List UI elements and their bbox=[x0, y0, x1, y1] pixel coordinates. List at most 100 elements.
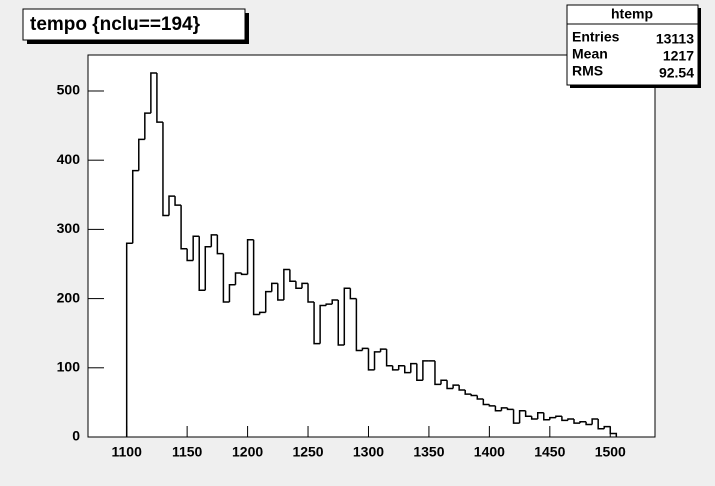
stats-label: Mean bbox=[572, 46, 608, 62]
histogram-bin bbox=[283, 268, 290, 300]
histogram-bin bbox=[440, 379, 448, 385]
histogram-bin bbox=[198, 236, 206, 292]
histogram-bin bbox=[150, 72, 157, 114]
histogram-bin bbox=[603, 425, 611, 429]
chart-title: tempo {nclu==194} bbox=[30, 14, 201, 35]
histogram-bin bbox=[500, 407, 508, 411]
x-tick-label: 1450 bbox=[534, 444, 565, 460]
y-tick-label: 200 bbox=[57, 289, 81, 305]
histogram-bin bbox=[307, 283, 315, 303]
histogram-bin bbox=[319, 304, 327, 344]
histogram-bin bbox=[561, 416, 568, 422]
histogram-bin bbox=[180, 205, 188, 250]
histogram-bin bbox=[240, 272, 248, 276]
histogram-bin bbox=[597, 419, 605, 430]
histogram-bin bbox=[397, 364, 405, 370]
histogram-bin bbox=[416, 363, 423, 382]
histogram-bin bbox=[125, 242, 133, 437]
histogram-bin bbox=[585, 421, 593, 426]
histogram-bin bbox=[144, 112, 151, 140]
stats-value: 92.54 bbox=[659, 65, 694, 81]
histogram-bin bbox=[168, 195, 176, 216]
x-tick-label: 1150 bbox=[172, 444, 203, 460]
histogram-bin bbox=[458, 385, 466, 391]
histogram-bin bbox=[258, 311, 266, 315]
histogram-bin bbox=[222, 253, 230, 303]
histogram-bin bbox=[252, 239, 260, 316]
y-tick-label: 100 bbox=[57, 359, 81, 375]
histogram-bin bbox=[543, 412, 550, 421]
histogram-bin bbox=[379, 348, 387, 352]
x-tick-label: 1200 bbox=[232, 444, 263, 460]
histogram-bin bbox=[470, 394, 478, 397]
histogram-bin bbox=[331, 299, 339, 305]
histogram-bin bbox=[131, 169, 139, 244]
histogram-bin bbox=[524, 410, 532, 417]
x-tick-label: 1400 bbox=[474, 444, 505, 460]
histogram-bin bbox=[325, 303, 333, 306]
histogram-bin bbox=[271, 282, 278, 292]
histogram-bin bbox=[452, 384, 460, 389]
x-tick-label: 1300 bbox=[353, 444, 384, 460]
histogram-bin bbox=[289, 269, 296, 283]
histogram-bin bbox=[234, 272, 242, 285]
histogram-bin bbox=[518, 409, 526, 424]
histogram-bin bbox=[536, 412, 544, 420]
histogram-bin bbox=[264, 290, 272, 313]
histogram-bin bbox=[162, 122, 169, 217]
histogram-bin bbox=[488, 404, 496, 407]
histogram-bin bbox=[186, 248, 194, 262]
title-box bbox=[22, 8, 246, 41]
histogram-bin bbox=[555, 415, 562, 418]
histogram-bin bbox=[246, 239, 254, 275]
histogram-bin bbox=[549, 416, 556, 420]
stats-title: htemp bbox=[611, 6, 653, 22]
y-tick-label: 400 bbox=[57, 151, 81, 167]
histogram-bin bbox=[295, 281, 302, 289]
histogram-bin bbox=[355, 298, 363, 352]
histogram-bin bbox=[579, 421, 587, 424]
stats-value: 1217 bbox=[663, 48, 694, 64]
histogram-bin bbox=[464, 389, 472, 395]
histogram-bin bbox=[277, 283, 284, 301]
histogram-bin bbox=[361, 347, 369, 351]
x-tick-label: 1350 bbox=[413, 444, 444, 460]
histogram-bin bbox=[385, 349, 393, 367]
y-tick-label: 500 bbox=[57, 82, 81, 98]
histogram-bin bbox=[609, 426, 618, 437]
histogram-bin bbox=[367, 348, 375, 371]
histogram-bin bbox=[216, 234, 224, 255]
histogram-bin bbox=[446, 380, 454, 390]
histogram-bin bbox=[192, 235, 200, 261]
histogram-bin bbox=[591, 418, 599, 425]
histogram-bin bbox=[204, 245, 212, 291]
histogram-bin bbox=[174, 196, 182, 206]
histogram-bin bbox=[138, 138, 145, 171]
y-tick-label: 300 bbox=[57, 220, 81, 236]
frame bbox=[87, 54, 656, 438]
histogram-bin bbox=[337, 299, 345, 346]
histogram-bin bbox=[422, 360, 429, 381]
stats-label: Entries bbox=[572, 29, 620, 45]
histogram-bin bbox=[494, 405, 502, 412]
histogram-bin bbox=[391, 365, 399, 371]
histogram-bin bbox=[343, 287, 351, 345]
stats-label: RMS bbox=[572, 63, 603, 79]
histogram-bin bbox=[506, 407, 514, 411]
histogram-bin bbox=[156, 72, 163, 123]
y-tick-label: 0 bbox=[72, 428, 80, 444]
histogram-bin bbox=[403, 365, 411, 374]
histogram-bin bbox=[301, 282, 309, 289]
histogram-bin bbox=[228, 284, 236, 303]
histogram-bin bbox=[512, 409, 520, 424]
histogram-bin bbox=[434, 360, 442, 386]
x-tick-label: 1250 bbox=[292, 444, 323, 460]
stats-value: 13113 bbox=[656, 31, 694, 47]
histogram-bin bbox=[573, 419, 581, 424]
x-tick-label: 1500 bbox=[595, 444, 626, 460]
histogram-bin bbox=[210, 234, 218, 247]
histogram-bin bbox=[410, 362, 417, 373]
histogram-bin bbox=[476, 395, 484, 400]
histogram-bin bbox=[373, 351, 381, 370]
histogram-bin bbox=[482, 398, 490, 406]
